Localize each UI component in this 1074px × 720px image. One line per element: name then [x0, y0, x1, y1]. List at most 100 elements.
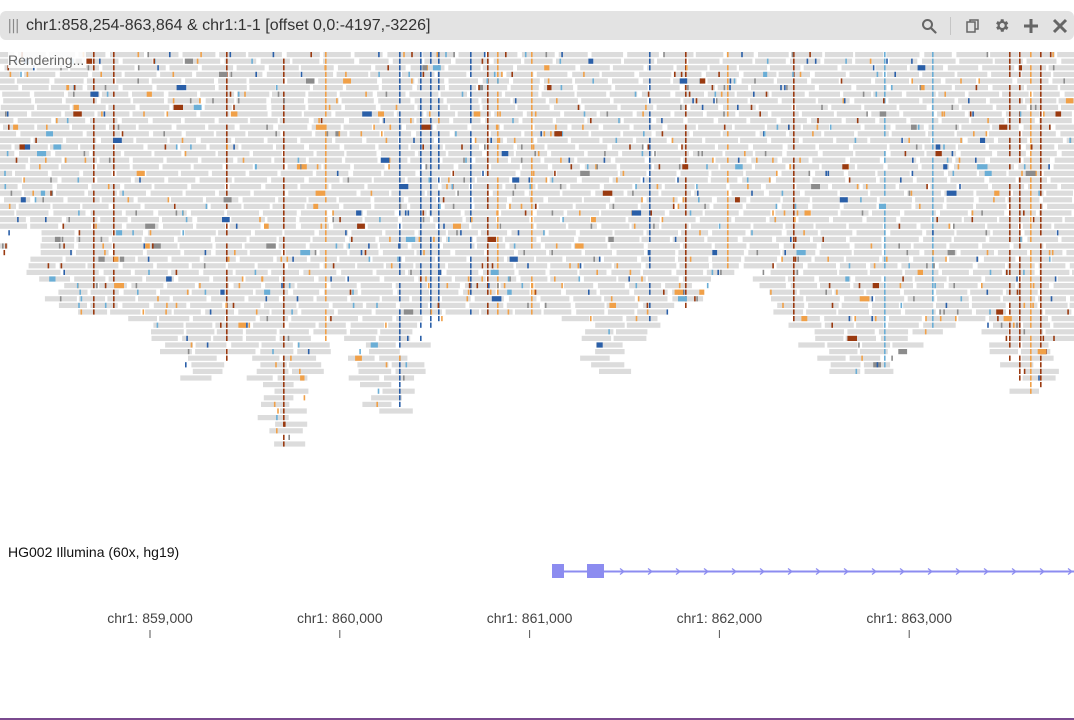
read[interactable] [504, 236, 537, 242]
read[interactable] [293, 289, 320, 295]
read[interactable] [316, 170, 349, 176]
read[interactable] [637, 309, 667, 315]
read[interactable] [163, 223, 193, 229]
read[interactable] [2, 91, 30, 97]
read[interactable] [353, 170, 382, 176]
read[interactable] [808, 91, 840, 97]
read[interactable] [237, 91, 270, 97]
read[interactable] [989, 177, 1016, 183]
read[interactable] [1061, 184, 1074, 190]
read[interactable] [549, 177, 577, 183]
read[interactable] [649, 170, 677, 176]
read[interactable] [612, 144, 643, 150]
read[interactable] [871, 309, 901, 315]
read[interactable] [979, 170, 1007, 176]
read[interactable] [205, 309, 234, 315]
read[interactable] [469, 302, 504, 308]
read[interactable] [743, 210, 771, 216]
read[interactable] [940, 210, 968, 216]
read[interactable] [131, 283, 164, 289]
read[interactable] [650, 98, 681, 104]
read[interactable] [246, 375, 273, 381]
read[interactable] [596, 342, 623, 348]
read[interactable] [982, 243, 1010, 249]
read[interactable] [453, 118, 481, 124]
read[interactable] [64, 157, 97, 163]
read[interactable] [331, 184, 365, 190]
read[interactable] [671, 137, 703, 143]
read[interactable] [544, 78, 573, 84]
read[interactable] [116, 78, 149, 84]
read[interactable] [160, 349, 192, 355]
read[interactable] [601, 223, 630, 229]
read[interactable] [360, 382, 392, 388]
read[interactable] [831, 124, 861, 130]
read[interactable] [845, 118, 876, 124]
read[interactable] [672, 296, 704, 302]
read[interactable] [180, 170, 209, 176]
read[interactable] [354, 52, 383, 58]
read[interactable] [339, 91, 373, 97]
read[interactable] [206, 197, 239, 203]
read[interactable] [771, 137, 799, 143]
read[interactable] [137, 256, 168, 262]
read[interactable] [498, 289, 530, 295]
read[interactable] [87, 263, 119, 269]
read[interactable] [186, 85, 215, 91]
read[interactable] [536, 223, 566, 229]
read[interactable] [591, 362, 625, 368]
read[interactable] [848, 170, 876, 176]
read[interactable] [475, 157, 508, 163]
read[interactable] [626, 322, 661, 328]
read[interactable] [1012, 190, 1044, 196]
read[interactable] [1031, 104, 1059, 110]
read[interactable] [231, 342, 259, 348]
read[interactable] [306, 203, 340, 209]
read[interactable] [370, 71, 400, 77]
read[interactable] [769, 217, 796, 223]
read[interactable] [275, 421, 308, 427]
read[interactable] [623, 118, 652, 124]
read[interactable] [1025, 368, 1059, 374]
read[interactable] [399, 342, 431, 348]
read[interactable] [438, 137, 472, 143]
read[interactable] [601, 210, 631, 216]
read[interactable] [1040, 302, 1068, 308]
read[interactable] [114, 230, 143, 236]
read[interactable] [272, 91, 306, 97]
read[interactable] [722, 131, 756, 137]
read[interactable] [1018, 177, 1047, 183]
read[interactable] [875, 296, 905, 302]
read[interactable] [158, 210, 187, 216]
read[interactable] [191, 263, 226, 269]
read[interactable] [976, 190, 1009, 196]
read[interactable] [646, 197, 678, 203]
read[interactable] [476, 177, 510, 183]
read[interactable] [316, 151, 345, 157]
read[interactable] [953, 223, 985, 229]
read[interactable] [612, 78, 639, 84]
read[interactable] [971, 210, 1005, 216]
read[interactable] [308, 91, 337, 97]
read[interactable] [517, 104, 550, 110]
read[interactable] [592, 316, 623, 322]
read[interactable] [418, 230, 446, 236]
read[interactable] [346, 243, 378, 249]
read[interactable] [300, 223, 329, 229]
read[interactable] [759, 283, 786, 289]
read[interactable] [455, 58, 490, 64]
read[interactable] [814, 329, 844, 335]
read[interactable] [0, 223, 28, 229]
read[interactable] [562, 190, 591, 196]
read[interactable] [911, 78, 941, 84]
read[interactable] [237, 157, 272, 163]
read[interactable] [125, 210, 154, 216]
read[interactable] [402, 217, 430, 223]
read[interactable] [37, 124, 70, 130]
read[interactable] [67, 91, 100, 97]
read[interactable] [579, 269, 607, 275]
read[interactable] [960, 151, 993, 157]
read[interactable] [543, 85, 574, 91]
read[interactable] [336, 71, 369, 77]
read[interactable] [255, 164, 284, 170]
